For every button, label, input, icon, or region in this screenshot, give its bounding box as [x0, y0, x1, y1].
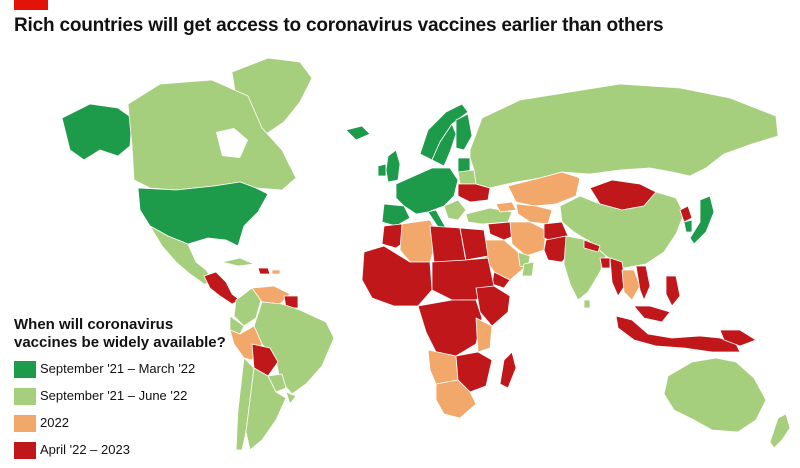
region-caribbean [271, 269, 281, 275]
region-southern-africa [435, 379, 477, 419]
region-caucasus [495, 201, 517, 213]
region-egypt [459, 227, 489, 261]
legend-label: 2022 [40, 415, 69, 430]
region-hudson-bay [216, 128, 248, 158]
brand-accent-bar [14, 0, 48, 10]
region-central-america [203, 271, 241, 305]
region-south-korea [683, 219, 693, 233]
region-baltics [457, 157, 471, 173]
region-alaska [61, 103, 133, 161]
region-kazakhstan [507, 171, 581, 207]
legend-item-sep21-mar22: September '21 – March '22 [14, 360, 244, 387]
region-new-zealand [769, 413, 791, 449]
region-west-africa [361, 245, 433, 307]
map-legend: When will coronavirus vaccines be widely… [14, 316, 244, 468]
legend-swatch [14, 388, 36, 405]
legend-label: September '21 – March '22 [40, 361, 196, 376]
region-oman [521, 261, 535, 277]
region-guianas [283, 295, 299, 309]
region-australia [663, 357, 767, 433]
region-vietnam [635, 265, 651, 301]
region-balkans [443, 199, 467, 221]
legend-item-2022: 2022 [14, 414, 244, 441]
region-madagascar [499, 351, 517, 389]
region-kenya-tanzania [475, 317, 493, 353]
legend-item-sep21-jun22: September '21 – June '22 [14, 387, 244, 414]
region-papua [719, 329, 757, 347]
region-malaysia [633, 305, 671, 323]
region-indonesia [615, 315, 741, 353]
chart-title: Rich countries will get access to corona… [14, 15, 664, 36]
region-cuba [221, 257, 255, 267]
region-myanmar [609, 257, 627, 297]
region-bolivia [251, 343, 279, 377]
region-china [559, 191, 685, 269]
region-sri-lanka [583, 299, 591, 309]
region-western-europe [395, 167, 459, 215]
region-north-korea [679, 205, 693, 223]
region-argentina [245, 367, 287, 450]
region-philippines [665, 275, 681, 307]
region-central-africa [417, 299, 483, 357]
region-finland [455, 113, 473, 151]
legend-swatch [14, 442, 36, 459]
world-map [61, 57, 791, 450]
region-thailand [621, 269, 641, 301]
region-nepal [583, 239, 601, 253]
region-russia [469, 83, 779, 189]
region-belarus [457, 169, 477, 185]
region-japan [689, 195, 715, 245]
region-uruguay [285, 391, 297, 405]
legend-swatch [14, 361, 36, 378]
legend-item-apr22-2023: April '22 – 2023 [14, 441, 244, 468]
region-iberia [381, 203, 411, 227]
legend-title: When will coronavirus vaccines be widely… [14, 316, 226, 351]
legend-label: September '21 – June '22 [40, 388, 188, 403]
region-iceland [345, 125, 371, 141]
region-bangladesh [599, 257, 611, 269]
region-ireland [377, 163, 387, 177]
region-canada [127, 79, 297, 191]
region-uk [385, 149, 401, 183]
region-central-asia [515, 203, 553, 225]
region-haiti [257, 267, 271, 275]
region-angola [427, 349, 459, 385]
legend-swatch [14, 415, 36, 432]
